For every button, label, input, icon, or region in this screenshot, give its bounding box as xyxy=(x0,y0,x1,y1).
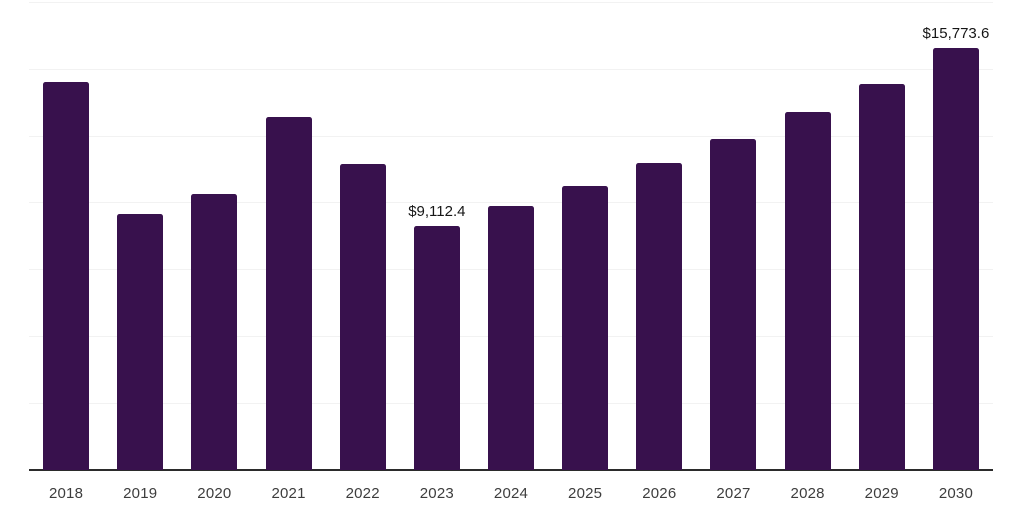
bar-2030 xyxy=(932,48,979,470)
bar-value-label-2023: $9,112.4 xyxy=(408,203,466,221)
x-tick-label-2027: 2027 xyxy=(716,485,751,502)
gridline xyxy=(29,2,993,3)
x-tick-label-2023: 2023 xyxy=(419,485,454,502)
bar-2025 xyxy=(562,185,609,470)
bar-2024 xyxy=(488,206,534,470)
x-tick-label-2029: 2029 xyxy=(864,485,899,502)
bar-2021 xyxy=(265,116,312,470)
x-axis-line xyxy=(29,468,993,471)
bar-2023 xyxy=(413,226,460,470)
x-tick-label-2019: 2019 xyxy=(123,485,158,502)
bar-2029 xyxy=(858,83,905,470)
bar-2020 xyxy=(191,194,238,470)
bar-2027 xyxy=(710,138,757,470)
bar-2018 xyxy=(43,81,90,470)
bar-2019 xyxy=(117,214,164,470)
x-tick-label-2020: 2020 xyxy=(197,485,232,502)
gridline xyxy=(29,135,993,137)
gridline xyxy=(29,68,993,70)
bar-2028 xyxy=(784,111,831,470)
bar-2026 xyxy=(636,163,683,470)
x-tick-label-2028: 2028 xyxy=(790,485,825,502)
x-tick-label-2024: 2024 xyxy=(493,485,529,502)
gridline xyxy=(29,202,993,204)
x-tick-label-2021: 2021 xyxy=(271,485,306,502)
x-tick-label-2022: 2022 xyxy=(345,485,380,502)
bar-value-label-2030: $15,773.6 xyxy=(922,25,990,43)
x-tick-label-2025: 2025 xyxy=(568,485,603,502)
x-tick-label-2018: 2018 xyxy=(48,485,84,502)
x-tick-label-2026: 2026 xyxy=(642,485,677,502)
x-tick-label-2030: 2030 xyxy=(938,485,974,502)
bar-2022 xyxy=(339,164,386,470)
